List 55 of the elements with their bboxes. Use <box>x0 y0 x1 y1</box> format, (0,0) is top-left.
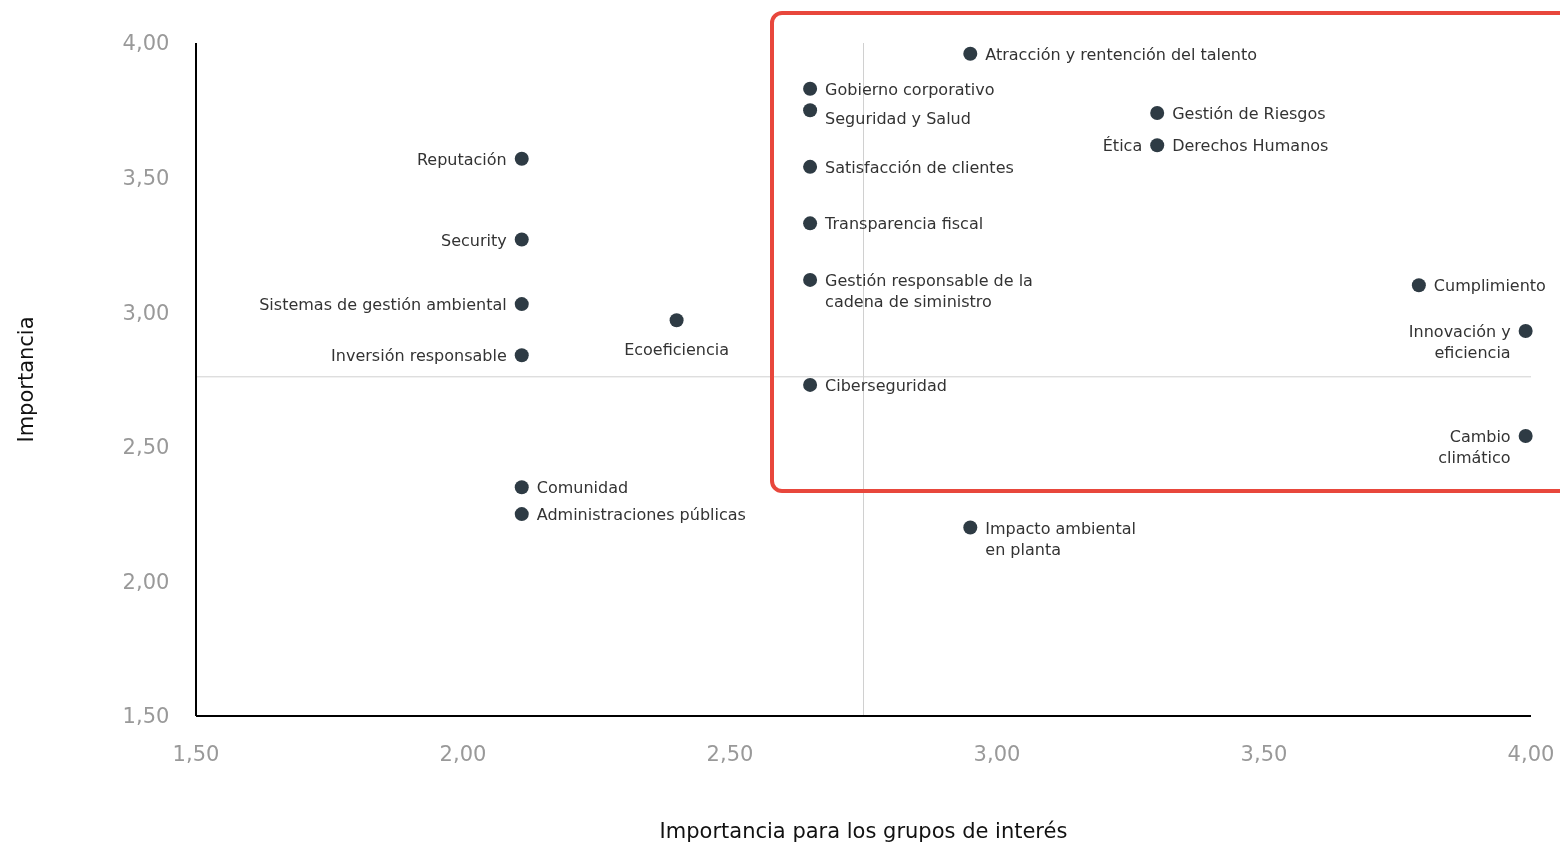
point <box>514 232 529 247</box>
point <box>963 46 978 61</box>
annotation: Satisfacción de clientes <box>825 157 1014 177</box>
annotation: Atracción y rentención del talento <box>985 44 1258 64</box>
point <box>514 507 529 522</box>
annotation: Ciberseguridad <box>825 375 947 395</box>
y-tick-label: 1,50 <box>122 704 170 729</box>
x-tick-label: 2,00 <box>439 742 487 766</box>
annotation: Comunidad <box>536 478 629 498</box>
annotation: Ética <box>1102 136 1143 156</box>
annotation: Gobierno corporativo <box>825 79 995 99</box>
point <box>1150 138 1165 153</box>
point <box>803 216 818 231</box>
annotation: Transparencia fiscal <box>824 214 984 234</box>
point <box>963 520 978 535</box>
x-tick-label: 4,00 <box>1507 742 1555 766</box>
x-tick-label: 3,00 <box>973 742 1021 766</box>
y-axis-title: Importancia <box>14 316 38 443</box>
point <box>1518 324 1533 339</box>
point <box>514 480 529 495</box>
point <box>803 377 818 392</box>
y-tick-label: 3,00 <box>122 300 170 325</box>
annotation: Cambio climático <box>1438 427 1511 468</box>
x-axis-title: Importancia para los grupos de interés <box>659 819 1068 843</box>
x-tick-label: 2,50 <box>706 742 754 766</box>
point <box>514 348 529 363</box>
annotation: Derechos Humanos <box>1172 136 1329 156</box>
y-tick-label: 2,00 <box>122 569 170 594</box>
annotation: Innovación y eficiencia <box>1408 322 1511 363</box>
annotation: Impacto ambiental en planta <box>985 518 1137 559</box>
point <box>514 297 529 312</box>
annotation: Cumplimiento <box>1433 276 1546 296</box>
point <box>803 272 818 287</box>
annotation: Inversión responsable <box>331 346 507 366</box>
y-tick-label: 4,00 <box>122 31 170 56</box>
annotation: Security <box>441 230 507 250</box>
x-tick-label: 3,50 <box>1240 742 1288 766</box>
annotation: Seguridad y Salud <box>825 109 971 129</box>
y-tick-label: 3,50 <box>122 165 170 190</box>
point <box>803 103 818 118</box>
x-tick-label: 1,50 <box>172 742 220 766</box>
annotation: Gestión de Riesgos <box>1172 103 1326 123</box>
annotation: Ecoeficiencia <box>624 340 730 360</box>
annotation: Reputación <box>416 149 507 169</box>
point <box>1411 278 1426 293</box>
annotation: Sistemas de gestión ambiental <box>259 295 507 315</box>
point <box>514 151 529 166</box>
point <box>1150 105 1165 120</box>
point <box>1518 429 1533 444</box>
point <box>803 81 818 96</box>
point <box>803 159 818 174</box>
annotation: Administraciones públicas <box>536 505 746 525</box>
annotation: Gestión responsable de la cadena de siministro <box>825 270 1033 311</box>
y-tick-label: 2,50 <box>122 435 170 460</box>
point <box>669 313 684 328</box>
